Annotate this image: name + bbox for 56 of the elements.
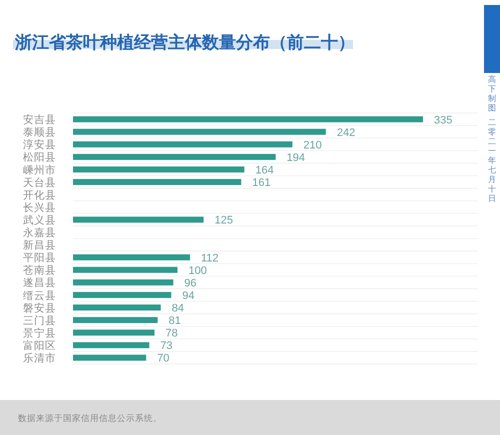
data-label: 96: [184, 277, 197, 290]
bar: [73, 179, 242, 186]
bar: [73, 342, 150, 348]
text: 二零二一年七月十日: [488, 118, 496, 203]
data-label: 125: [214, 214, 233, 227]
data-label: 210: [303, 139, 322, 152]
y-tick-label: 新昌县: [23, 238, 56, 252]
data-label: 164: [255, 164, 274, 176]
bar: [73, 128, 326, 135]
y-tick-label: 开化县: [23, 189, 56, 202]
y-tick-label: 松阳县: [23, 152, 56, 164]
text: 数据来源于国家信用信息公示系统。: [18, 413, 162, 423]
bar: [73, 266, 178, 273]
y-tick-label: 遂昌县: [23, 277, 56, 290]
bar: [73, 279, 174, 286]
data-label: 84: [172, 302, 184, 315]
y-tick-label: 嵊州市: [23, 163, 56, 176]
y-tick-label: 景宁县: [23, 326, 56, 340]
y-tick-label: 乐清市: [23, 352, 56, 365]
y-tick-label: 磐安县: [23, 301, 56, 314]
data-label: 70: [157, 352, 170, 365]
data-label: 94: [182, 290, 194, 302]
bar: [73, 330, 154, 336]
data-label: 161: [252, 177, 271, 190]
bar: [73, 166, 244, 172]
y-tick-label: 缙云县: [23, 290, 56, 302]
bar: [73, 216, 204, 223]
y-tick-label: 泰顺县: [23, 126, 56, 139]
data-label: 73: [160, 340, 173, 352]
y-tick-label: 淳安县: [23, 138, 56, 152]
y-tick-label: 安吉县: [23, 113, 56, 126]
y-tick-label: 苍南县: [23, 264, 56, 277]
y-tick-label: 富阳区: [23, 338, 56, 352]
bar: [73, 116, 423, 122]
data-label: 242: [336, 126, 356, 139]
text: 高下制图: [488, 75, 496, 112]
data-label: 335: [434, 114, 452, 126]
y-tick-label: 永嘉县: [23, 226, 56, 240]
y-tick-label: 天台县: [23, 176, 56, 189]
bar: [73, 154, 276, 160]
bar: [73, 141, 292, 148]
bar: [73, 304, 161, 311]
y-tick-label: 武义县: [23, 213, 56, 226]
y-tick-label: 平阳县: [23, 252, 56, 264]
y-tick-label: 三门县: [23, 314, 56, 327]
bar: [73, 317, 158, 324]
bar: [73, 254, 190, 260]
data-label: 112: [201, 252, 219, 264]
chart-title: 浙江省茶叶种植经营主体数量分布（前二十）: [14, 33, 355, 52]
bar: [73, 354, 146, 361]
data-label: 194: [286, 152, 306, 164]
data-label: 100: [188, 264, 207, 277]
bar: [73, 292, 172, 298]
data-label: 78: [165, 328, 178, 340]
y-tick-label: 长兴县: [23, 200, 56, 214]
data-label: 81: [168, 315, 181, 328]
